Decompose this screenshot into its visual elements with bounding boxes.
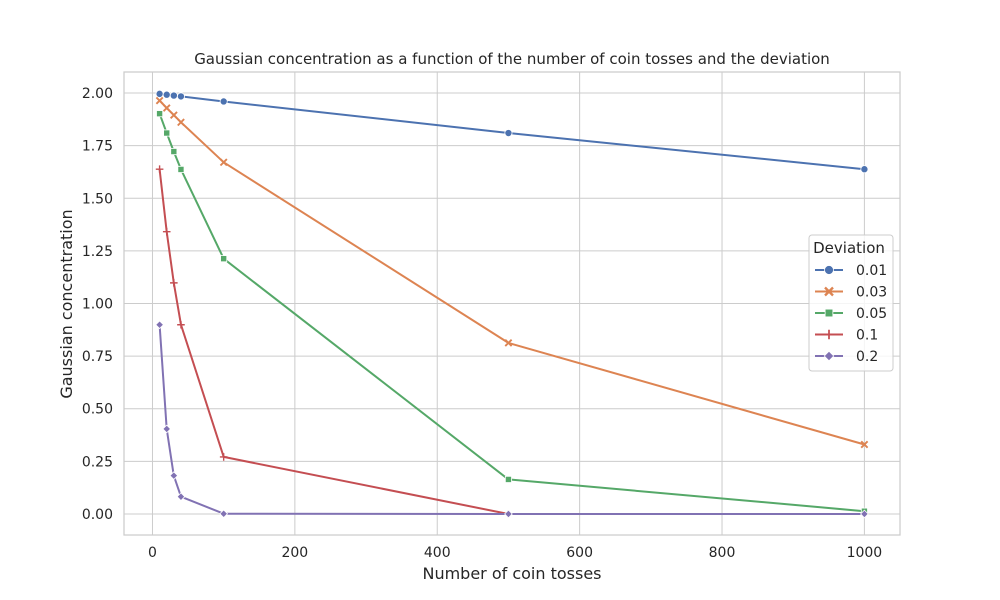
legend-label: 0.01 — [856, 263, 887, 279]
y-tick-label: 0.75 — [82, 349, 113, 365]
series — [155, 89, 869, 519]
series-0.2 — [155, 320, 869, 519]
legend-label: 0.1 — [856, 328, 878, 344]
series-0.03 — [155, 96, 869, 449]
data-point-diamond — [823, 350, 835, 362]
data-point-diamond — [155, 320, 164, 330]
data-point-plus — [824, 329, 834, 340]
data-point-square — [156, 110, 164, 118]
legend-entry: 0.01 — [815, 263, 887, 279]
data-point-circle — [824, 265, 834, 275]
data-point-x — [177, 118, 185, 127]
data-point-x — [219, 158, 228, 167]
x-tick-label: 600 — [566, 545, 593, 561]
data-point-circle — [155, 89, 164, 98]
chart-title: Gaussian concentration as a function of … — [194, 50, 830, 68]
data-point-diamond — [860, 509, 869, 519]
data-point-x — [860, 440, 869, 449]
legend-label: 0.05 — [856, 306, 887, 322]
data-point-square — [177, 165, 185, 173]
data-point-plus — [170, 279, 178, 287]
data-point-diamond — [176, 492, 186, 502]
data-point-circle — [162, 90, 171, 99]
data-point-circle — [504, 129, 513, 138]
grid — [124, 72, 900, 535]
y-axis-title: Gaussian concentration — [57, 209, 76, 398]
data-point-circle — [176, 92, 185, 101]
tick-labels: 0 200 400 600 800 1000 0.00 0.25 0.50 0.75 1.00 1.2… — [82, 86, 882, 561]
y-tick-label: 1.25 — [82, 244, 113, 260]
data-point-diamond — [162, 424, 172, 434]
data-point-x — [162, 104, 171, 112]
data-point-square — [170, 148, 178, 156]
data-point-x — [504, 338, 513, 347]
y-tick-label: 1.75 — [82, 139, 113, 155]
legend-entries: 0.01 0.03 0.05 0.1 0.2 — [815, 263, 887, 365]
x-tick-label: 1000 — [847, 545, 883, 561]
data-point-circle — [219, 97, 228, 106]
data-point-x — [155, 96, 164, 105]
legend-entry: 0.1 — [815, 328, 878, 344]
data-point-circle — [169, 91, 178, 100]
data-point-square — [220, 255, 228, 263]
legend-entry: 0.2 — [815, 349, 878, 365]
x-tick-label: 400 — [424, 545, 451, 561]
data-point-diamond — [219, 509, 229, 519]
data-point-square — [163, 129, 171, 137]
y-tick-label: 0.25 — [82, 454, 113, 470]
x-axis-title: Number of coin tosses — [422, 564, 601, 583]
y-tick-label: 1.00 — [82, 297, 113, 313]
y-tick-label: 0.00 — [82, 507, 113, 523]
data-point-square — [504, 475, 512, 483]
data-point-x — [169, 111, 178, 120]
data-point-plus — [155, 165, 164, 174]
y-tick-label: 1.50 — [82, 191, 113, 207]
legend: Deviation 0.01 0.03 0.05 0.1 0.2 — [808, 234, 894, 372]
legend-entry: 0.03 — [815, 285, 887, 301]
x-tick-label: 800 — [709, 545, 736, 561]
data-point-plus — [219, 453, 228, 461]
data-point-x — [824, 286, 834, 297]
x-tick-label: 200 — [281, 545, 308, 561]
y-tick-label: 0.50 — [82, 402, 113, 418]
legend-title: Deviation — [813, 239, 885, 257]
plot-frame — [123, 71, 901, 536]
series-0.01 — [155, 89, 869, 174]
legend-label: 0.2 — [856, 349, 878, 365]
data-point-plus — [177, 320, 185, 329]
y-tick-label: 2.00 — [82, 86, 113, 102]
data-point-circle — [860, 165, 869, 174]
data-point-plus — [162, 227, 171, 236]
data-point-diamond — [504, 509, 513, 519]
x-tick-label: 0 — [148, 545, 157, 561]
series-0.05 — [156, 110, 868, 515]
data-point-diamond — [169, 471, 179, 481]
data-point-square — [824, 308, 834, 318]
legend-entry: 0.05 — [815, 306, 887, 322]
legend-label: 0.03 — [856, 285, 887, 301]
